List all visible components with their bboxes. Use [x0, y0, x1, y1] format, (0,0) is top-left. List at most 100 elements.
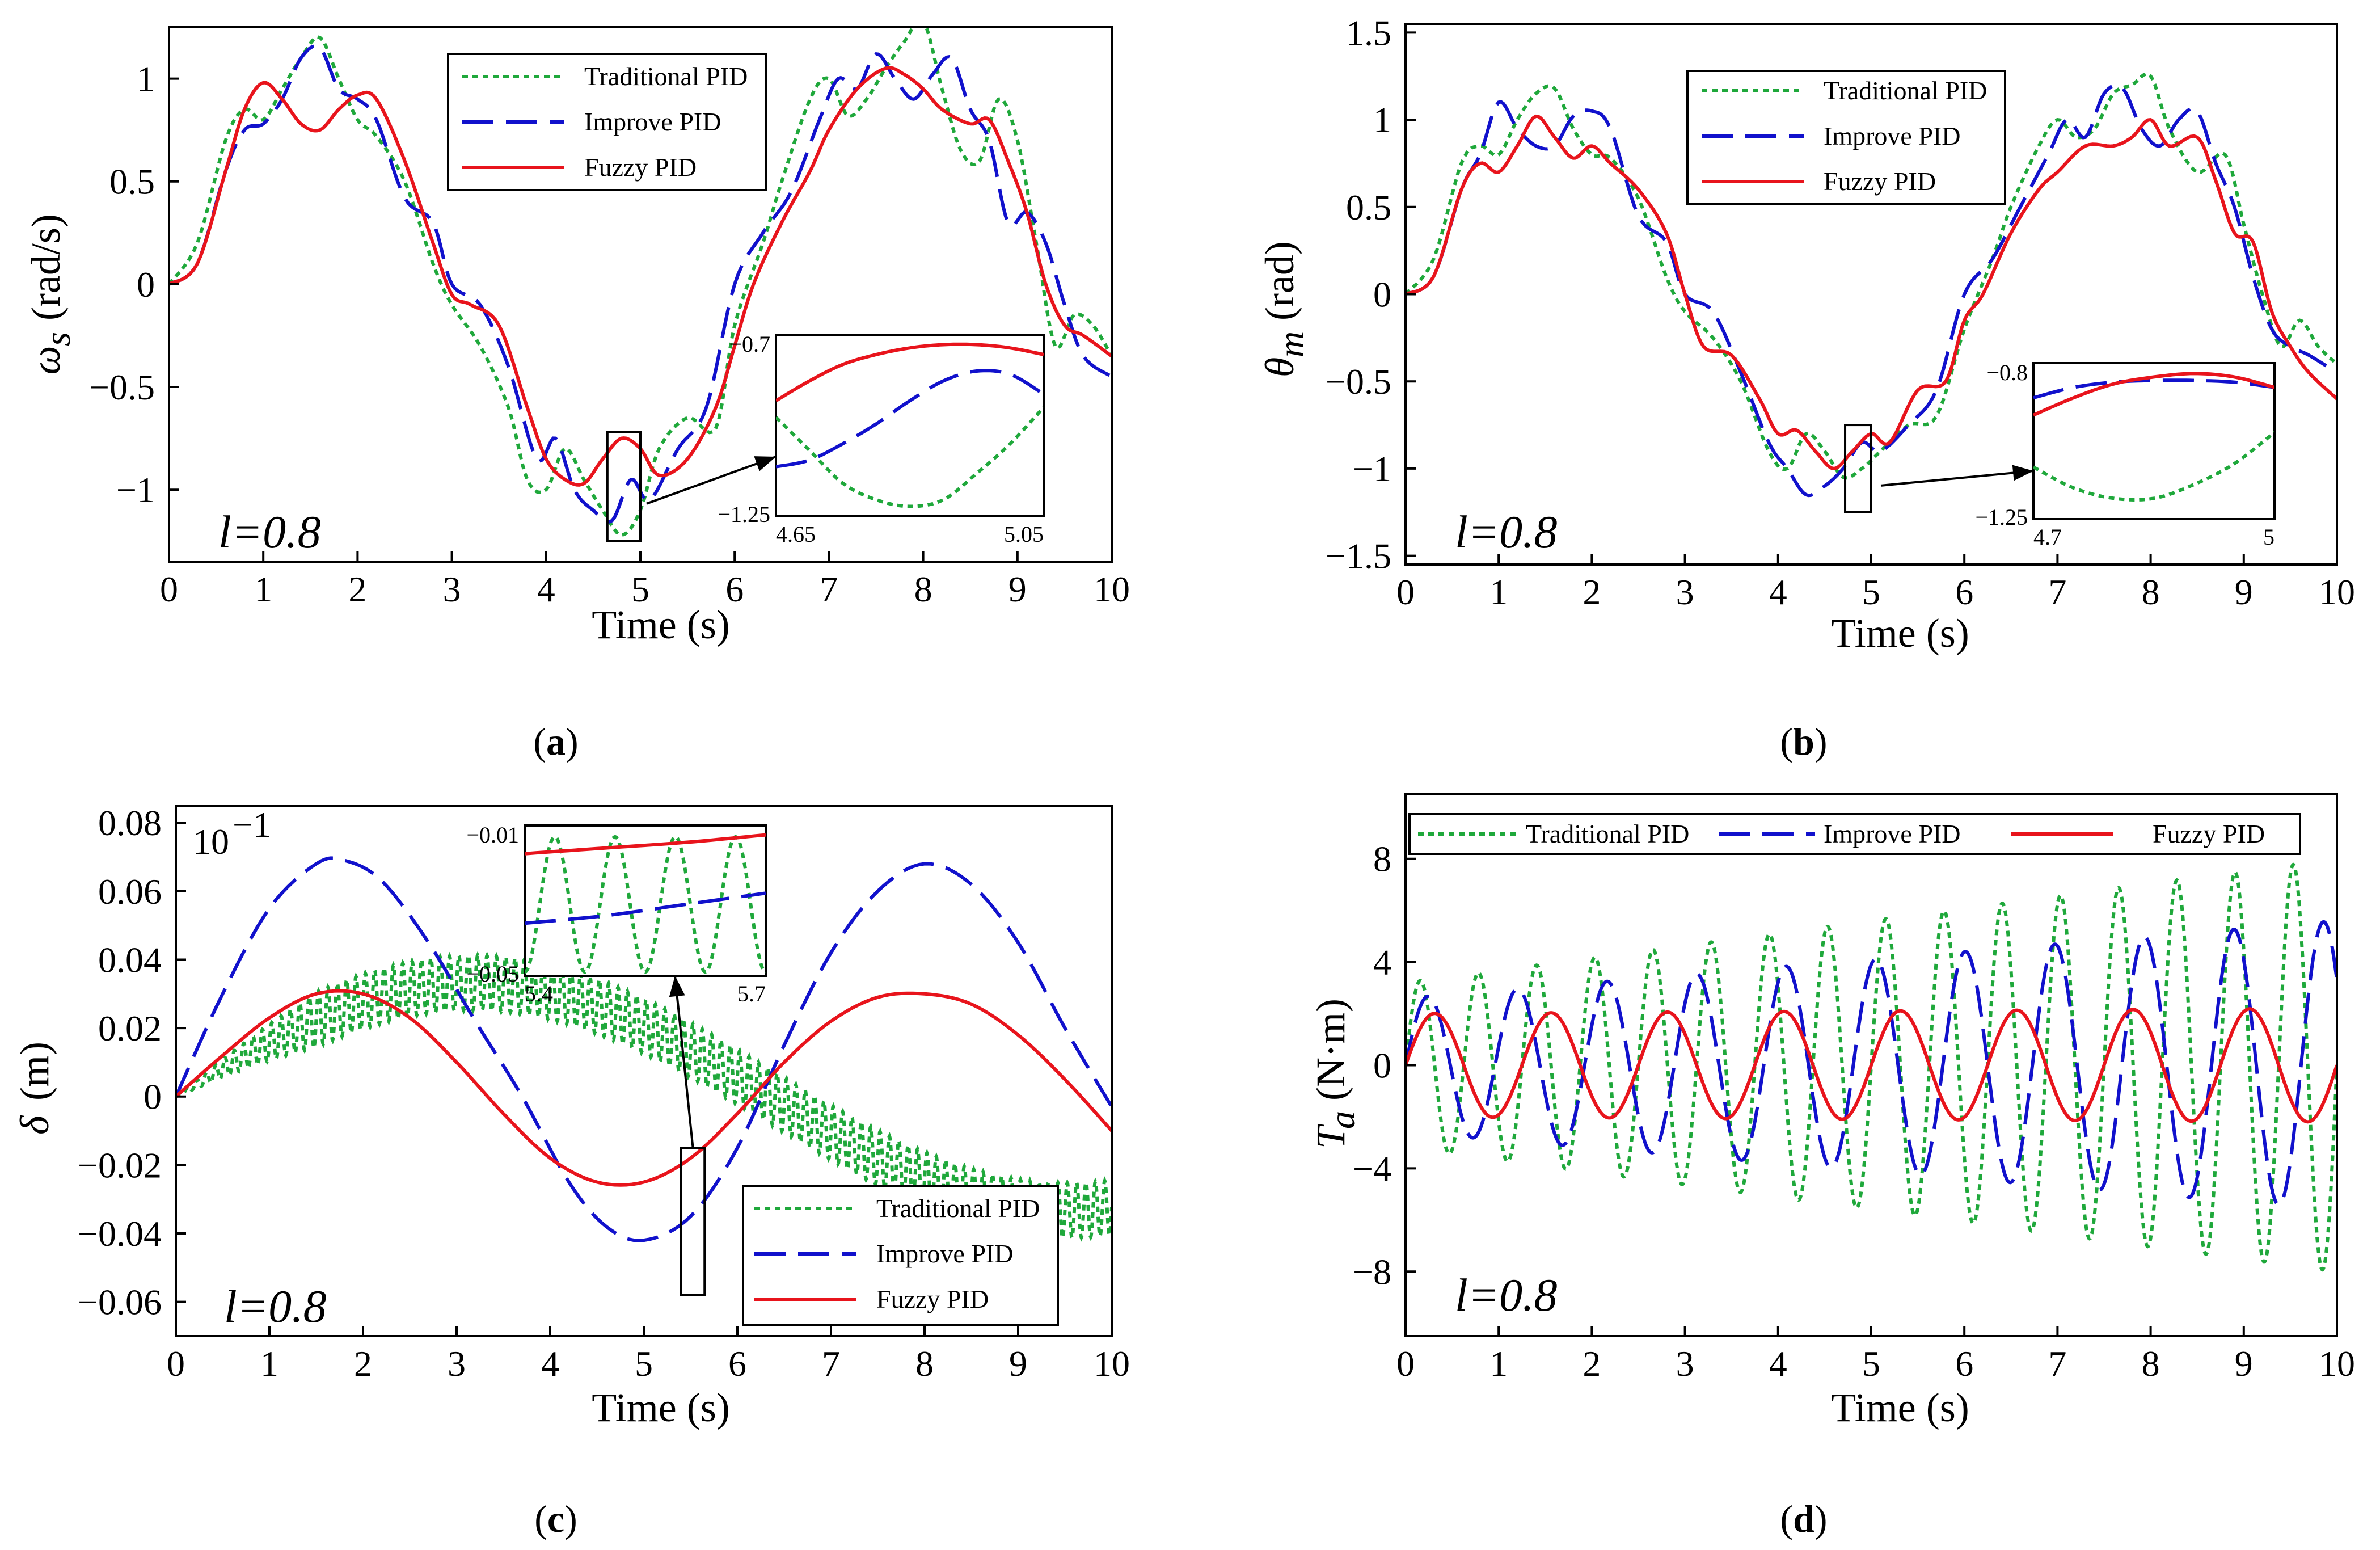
panel-c-ytick-label: 0.02 [98, 1008, 162, 1048]
panel-c-ytick-label: 0.06 [98, 871, 162, 912]
panel-c-xtick-label: 4 [541, 1343, 559, 1384]
panel-d-ytick-label: −8 [1353, 1252, 1391, 1292]
panel-b-zoom-arrowhead [2012, 465, 2033, 481]
panel-b: 4.7 5 −0.8 −1.25 0 1 2 3 4 5 6 7 8 9 10 1.5 1 0.5 0 −0.5 −1… [1257, 12, 2355, 763]
panel-c-ytick-label: −0.02 [78, 1145, 162, 1185]
panel-c-inset-xtick-label: 5.4 [525, 981, 553, 1006]
panel-a-xtick-label: 10 [1094, 569, 1130, 609]
panel-c-zoom-arrow [674, 975, 694, 1148]
panel-c-ytick-label: −0.06 [78, 1282, 162, 1322]
panel-c-ytick-label: 0 [144, 1077, 162, 1117]
panel-c-xtick-label: 1 [260, 1343, 278, 1384]
panel-b-legend-improve: Improve PID [1824, 121, 1960, 150]
panel-c-inset-line-fuzzy [525, 833, 766, 856]
panel-a-xtick-label: 1 [254, 569, 272, 609]
panel-c-annotation-text: l=0.8 [224, 1281, 327, 1332]
panel-d-xtick-label: 9 [2235, 1343, 2253, 1384]
panel-b-inset-line-fuzzy [2033, 372, 2274, 417]
panel-b-ytick-label: 0.5 [1346, 187, 1391, 228]
panel-a-inset-ytick-label: −0.7 [729, 331, 770, 357]
panel-a-xtick-label: 3 [443, 569, 461, 609]
panel-c: 5.4 5.7 −0.01 −0.05 0 1 2 3 4 5 6 7 8 9 10 0.08 0.06 0.0… [12, 803, 1130, 1540]
panel-c-xtick-label: 2 [354, 1343, 372, 1384]
panel-c-exponent-base: 10 [193, 822, 229, 862]
panel-a-ytick-label: 0 [137, 264, 155, 305]
panel-a-y-subscript: s [37, 332, 78, 346]
panel-b-ytick-label: 1.5 [1346, 12, 1391, 53]
panel-d-legend: Traditional PID Improve PID Fuzzy PID [1408, 813, 2301, 855]
panel-a-inset-xtick-label: 5.05 [1004, 521, 1044, 547]
panel-c-inset-frame [524, 824, 767, 977]
panel-a-legend-traditional: Traditional PID [584, 62, 748, 91]
panel-c-inset-line-traditional [525, 835, 766, 974]
panel-c-inset-ytick-label: −0.05 [466, 961, 519, 987]
panel-d-xtick-label: 2 [1583, 1343, 1601, 1384]
panel-c-xtick-label: 9 [1009, 1343, 1027, 1384]
panel-b-inset-line-improve [2033, 378, 2274, 400]
panel-d: 0 1 2 3 4 5 6 7 8 9 10 8 4 0 −4 −8 T a (N·m) Time (s) l… [1308, 793, 2355, 1540]
panel-d-xtick-label: 7 [2048, 1343, 2066, 1384]
panel-b-inset-xtick-label: 4.7 [2033, 524, 2062, 550]
panel-c-ytick-label: −0.04 [78, 1214, 162, 1254]
panel-c-line-improve [176, 856, 1112, 1242]
panel-d-xtick-label: 4 [1769, 1343, 1787, 1384]
panel-b-inset: 4.7 5 −0.8 −1.25 [1975, 360, 2276, 550]
panel-b-xtick-label: 8 [2142, 572, 2160, 612]
panel-a-y-label: ω s (rad/s) [23, 214, 78, 374]
panel-b-ytick-label: 0 [1373, 275, 1391, 315]
panel-b-xtick-label: 6 [1955, 572, 1973, 612]
panel-b-caption: (b) [1780, 720, 1827, 763]
panel-a-ticks: 0 1 2 3 4 5 6 7 8 9 10 1 0.5 0 −0.5 −1 [89, 59, 1130, 609]
panel-c-caption-letter: c [547, 1497, 564, 1540]
panel-d-ytick-label: −4 [1353, 1148, 1391, 1189]
panel-b-xtick-label: 1 [1489, 572, 1508, 612]
panel-a-ytick-label: −1 [116, 470, 155, 510]
panel-a-x-label: Time (s) [592, 602, 729, 647]
panel-c-line-fuzzy [176, 989, 1112, 1187]
panel-a-xtick-label: 6 [725, 569, 744, 609]
panel-c-legend-improve: Improve PID [876, 1239, 1013, 1268]
panel-a-zoom-arrowhead [754, 456, 776, 471]
panel-b-inset-line-traditional [2033, 431, 2274, 502]
panel-a-inset-line-traditional [776, 406, 1044, 508]
panel-a-xtick-label: 4 [537, 569, 555, 609]
panel-b-zoom-arrow [1880, 470, 2034, 487]
panel-b-y-subscript: m [1271, 331, 1311, 357]
panel-b-annotation: l=0.8 [1455, 506, 1558, 558]
panel-a-xtick-label: 5 [631, 569, 649, 609]
panel-a-caption: (a) [533, 720, 578, 763]
panel-d-line-fuzzy [1406, 1007, 2337, 1124]
panel-d-annotation-text: l=0.8 [1455, 1269, 1558, 1321]
panel-b-y-symbol: θ [1257, 357, 1302, 377]
panel-c-xtick-label: 7 [822, 1343, 840, 1384]
panel-c-caption: (c) [534, 1497, 577, 1540]
panel-a-inset-line-fuzzy [776, 342, 1044, 402]
panel-b-line-fuzzy [1406, 114, 2337, 470]
panel-c-ytick-label: 0.04 [98, 940, 162, 980]
panel-b-ytick-label: −1.5 [1326, 536, 1391, 576]
panel-b-inset-ytick-label: −1.25 [1975, 504, 2028, 530]
panel-a-xtick-label: 2 [348, 569, 366, 609]
panel-a-legend-improve: Improve PID [584, 107, 721, 136]
panel-a-annotation-text: l=0.8 [218, 506, 321, 558]
panel-b-ytick-label: −1 [1353, 449, 1391, 489]
panel-a-y-unit: (rad/s) [23, 214, 69, 321]
panel-d-xtick-label: 6 [1955, 1343, 1973, 1384]
panel-d-legend-traditional: Traditional PID [1526, 819, 1689, 848]
panel-b-xtick-label: 7 [2048, 572, 2066, 612]
panel-c-inset: 5.4 5.7 −0.01 −0.05 [466, 822, 767, 1006]
panel-c-xtick-label: 0 [167, 1343, 185, 1384]
panel-d-y-subscript: a [1322, 1111, 1362, 1129]
panel-a-inset-frame [775, 334, 1045, 517]
panel-a-zoom-box [606, 431, 642, 542]
panel-b-caption-letter: b [1793, 720, 1814, 763]
panel-b-plot-area: 4.7 5 −0.8 −1.25 [1404, 23, 2338, 566]
panel-c-xtick-label: 3 [448, 1343, 466, 1384]
panel-a-xtick-label: 9 [1008, 569, 1027, 609]
panel-d-legend-improve: Improve PID [1824, 819, 1960, 848]
panel-c-exponent-power: −1 [233, 805, 271, 845]
panel-d-plot-area [1404, 793, 2338, 1337]
panel-a-inset-ytick-label: −1.25 [718, 502, 770, 527]
panel-b-x-label: Time (s) [1831, 610, 1969, 656]
